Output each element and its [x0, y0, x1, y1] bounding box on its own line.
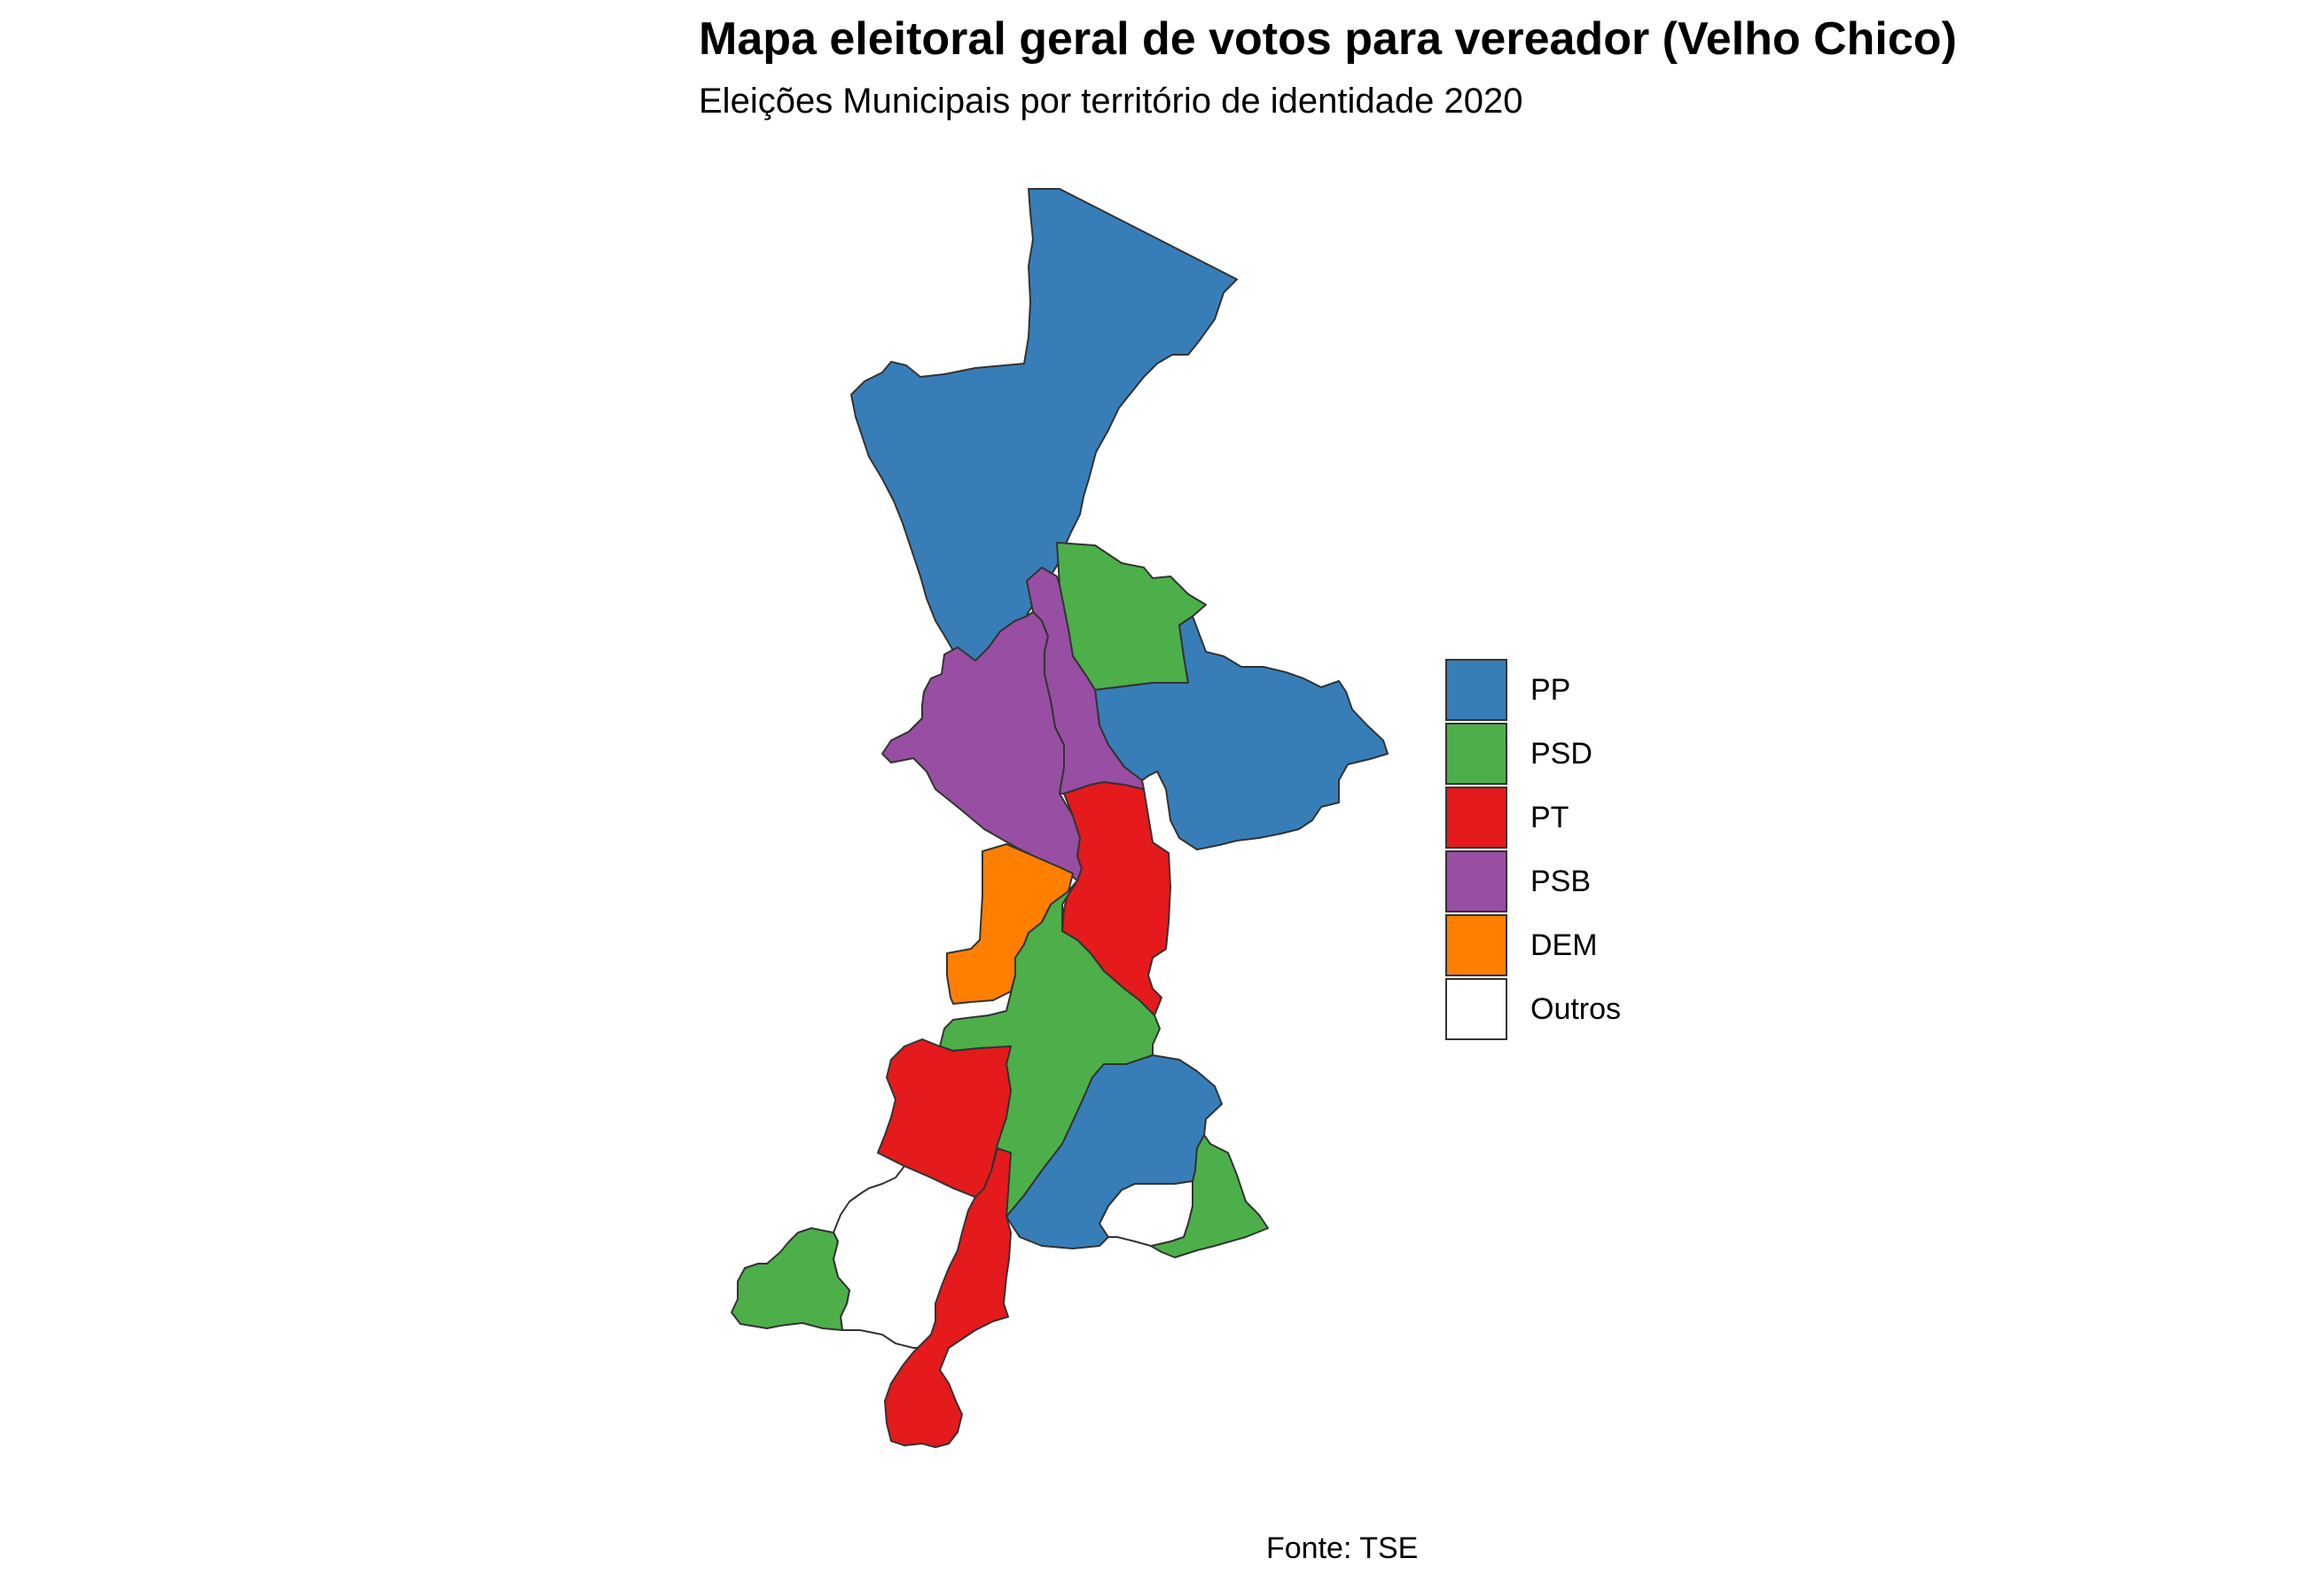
legend-label-dem: DEM [1530, 928, 1598, 962]
region-east-outros [1099, 1180, 1193, 1247]
legend-label-pt: PT [1530, 800, 1569, 834]
legend-item-outros: Outros [1445, 977, 1621, 1041]
legend-key-psb [1445, 850, 1507, 912]
region-far-west-psd [731, 1227, 850, 1331]
legend-key-pp [1445, 659, 1507, 721]
map-subtitle: Eleições Municipais por território de id… [699, 82, 1523, 121]
legend-item-pp: PP [1445, 658, 1621, 722]
legend-label-psd: PSD [1530, 736, 1592, 771]
region-south-pt [884, 1147, 1012, 1448]
legend-label-pp: PP [1530, 672, 1571, 707]
legend-item-pt: PT [1445, 786, 1621, 850]
legend-item-psd: PSD [1445, 722, 1621, 786]
source-caption: Fonte: TSE [1266, 1531, 1419, 1565]
legend-item-dem: DEM [1445, 913, 1621, 977]
legend-key-pt [1445, 787, 1507, 849]
legend-item-psb: PSB [1445, 850, 1621, 913]
legend-label-outros: Outros [1530, 991, 1622, 1026]
map-title: Mapa eleitoral geral de votos para verea… [699, 13, 1957, 65]
legend-key-psd [1445, 723, 1507, 785]
legend-key-dem [1445, 914, 1507, 976]
legend: PP PSD PT PSB DEM Outros [1445, 658, 1621, 1041]
legend-label-psb: PSB [1530, 864, 1592, 898]
legend-key-outros [1445, 978, 1507, 1040]
